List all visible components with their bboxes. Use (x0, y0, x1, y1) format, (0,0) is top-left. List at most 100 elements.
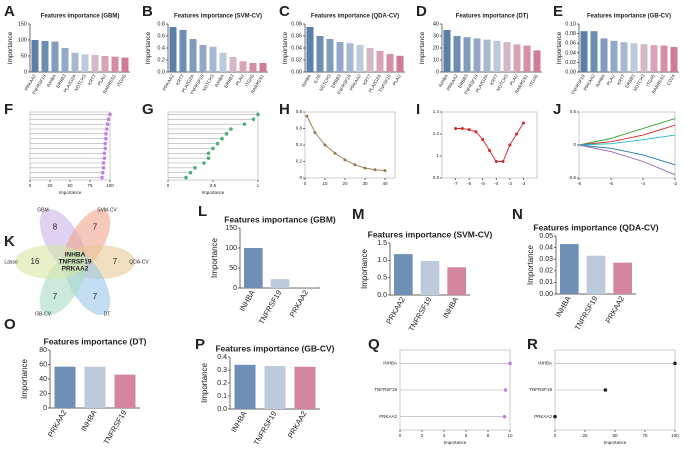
x-tick-label: PRKAA2 (604, 294, 627, 324)
venn-count: 16 (31, 257, 40, 266)
x-tick-label: -4 (641, 181, 645, 186)
dot (251, 117, 256, 122)
y-tick-label: 0.5 (570, 109, 577, 114)
x-tick-label: INHBA (229, 409, 248, 433)
plot-frame (578, 111, 676, 179)
chart-title: Features importance (SVM-CV) (368, 229, 493, 239)
panel-letter: F (4, 101, 13, 118)
bar (270, 279, 290, 288)
bar (199, 45, 207, 72)
panel-letter: H (279, 101, 290, 118)
bar (41, 40, 49, 72)
y-tick-label: 0.6 (296, 126, 303, 131)
x-tick-label: 4 (443, 433, 446, 438)
x-axis-label: Importance (202, 190, 225, 195)
plot-frame (29, 111, 111, 181)
x-tick-label: TNFRSF19 (570, 73, 586, 96)
y-tick-label: 40 (433, 21, 439, 27)
dot (224, 132, 229, 136)
x-tick-label: 20 (342, 181, 348, 186)
x-tick-label: 100 (106, 183, 114, 188)
chart-title: Features importance (QDA-CV) (533, 222, 658, 232)
y-tick-label: 0.00 (539, 291, 553, 298)
y-tick-label: 0.1 (217, 393, 227, 400)
bar (249, 63, 257, 72)
venn-count: 7 (113, 257, 118, 266)
category-label: INHBA (538, 361, 552, 366)
y-tick-label: 0.6 (157, 33, 165, 39)
bar (101, 56, 109, 72)
x-tick-label: TNFRSF19 (252, 409, 279, 446)
line (578, 144, 676, 176)
x-tick-label: -2 (673, 181, 677, 186)
x-tick-label: IL7R (313, 73, 322, 84)
x-tick-label: PLAU (97, 74, 107, 87)
y-axis-label: Importance (200, 362, 209, 403)
y-tick-label: 0.8 (433, 175, 440, 180)
x-tick-label: 1 (257, 183, 260, 188)
y-axis-label: Importance (526, 244, 535, 285)
line (578, 118, 676, 146)
dot (102, 151, 107, 156)
bar (54, 366, 76, 408)
chart-title: Features importance (GB-CV) (587, 14, 671, 20)
bar (394, 254, 413, 295)
y-tick-label: 30 (433, 33, 439, 39)
bar (84, 366, 106, 408)
y-tick-label: 1.5 (377, 240, 387, 247)
dot (103, 141, 107, 146)
venn-set: QDA-CV (129, 259, 149, 265)
x-tick-label: KRT7 (87, 73, 97, 86)
x-tick-label: 50 (67, 183, 73, 188)
x-tick-label: 0 (304, 181, 307, 186)
y-tick-label: 0.08 (291, 21, 302, 27)
x-tick-label: 25 (582, 433, 588, 438)
bar (81, 54, 89, 72)
dot (503, 388, 508, 392)
bar (376, 51, 384, 72)
x-tick-label: -4 (494, 181, 498, 186)
venn-set: SVM-CV (97, 207, 117, 213)
y-axis-label: Importance (556, 31, 563, 64)
x-tick-label: TNFRSF19 (573, 294, 600, 331)
y-tick-label: 0.02 (291, 57, 302, 63)
bar (71, 52, 79, 72)
bar (533, 50, 541, 72)
dot (184, 175, 188, 180)
x-tick-label: 0 (554, 433, 557, 438)
x-tick-label: INHBA (595, 74, 606, 88)
y-tick-label: 0.04 (291, 45, 302, 51)
category-label: TNFRSF19 (374, 387, 397, 392)
y-tick-label: 0 (299, 175, 302, 180)
category-label: PRKAA2 (534, 414, 552, 419)
bar (420, 261, 440, 295)
plot-frame (167, 111, 259, 181)
bar (513, 44, 521, 72)
x-tick-label: -6 (609, 181, 613, 186)
plot-frame (304, 111, 396, 179)
x-tick-label: -5 (481, 181, 485, 186)
x-tick-label: INHBA (441, 295, 460, 319)
y-tick-label: 100 (18, 37, 27, 43)
bar (209, 46, 217, 72)
line (578, 124, 676, 146)
bar (386, 54, 394, 72)
dot (108, 112, 112, 117)
dot (102, 156, 107, 160)
y-tick-label: 0.04 (539, 244, 553, 251)
x-tick-label: ITGA5 (116, 73, 127, 87)
panel-letter: N (512, 206, 523, 223)
dot (206, 151, 211, 156)
bar (31, 40, 39, 72)
x-tick-label: 10 (322, 181, 328, 186)
bar (453, 36, 461, 72)
bar (121, 57, 129, 72)
x-tick-label: TNFRSF19 (407, 295, 434, 332)
x-tick-label: KRT7 (616, 73, 626, 86)
chart-title: Features importance (GBM) (224, 214, 336, 224)
bar (229, 57, 237, 72)
y-tick-label: 0.0 (217, 406, 227, 413)
y-tick-label: 0 (573, 142, 576, 147)
line (455, 122, 524, 162)
y-tick-label: 1.0 (377, 257, 387, 264)
